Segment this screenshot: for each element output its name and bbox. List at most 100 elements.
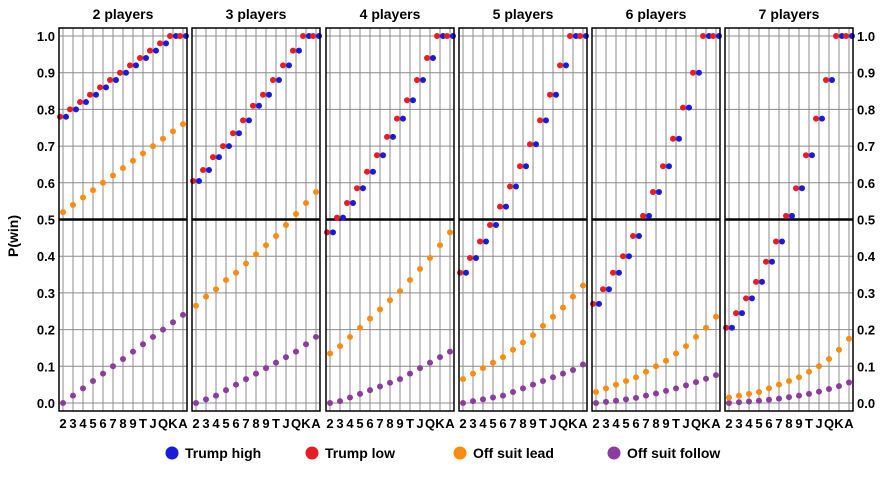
- point-off-suit-lead: [160, 135, 166, 142]
- point-off-suit-follow: [110, 363, 116, 370]
- x-tick-label: A: [445, 416, 455, 431]
- point-off-suit-lead: [387, 297, 393, 304]
- x-tick-label: 6: [499, 416, 506, 431]
- point-off-suit-follow: [263, 365, 269, 372]
- x-tick-label: T: [139, 416, 147, 431]
- point-off-suit-follow: [80, 385, 86, 392]
- point-trump-high: [799, 185, 805, 192]
- legend-marker: [607, 446, 621, 460]
- point-off-suit-lead: [806, 368, 812, 375]
- point-trump-low: [467, 255, 473, 262]
- point-trump-low: [324, 229, 330, 236]
- point-trump-high: [503, 203, 509, 210]
- point-trump-high: [819, 115, 825, 122]
- point-off-suit-follow: [233, 381, 239, 388]
- point-off-suit-lead: [593, 388, 599, 395]
- point-trump-low: [547, 91, 553, 98]
- x-tick-label: 7: [109, 416, 116, 431]
- point-trump-high: [350, 199, 356, 206]
- point-trump-high: [666, 163, 672, 170]
- x-tick-label: 5: [89, 416, 96, 431]
- panel-title: 6 players: [626, 6, 687, 22]
- panel-3: 4 players 2 3 4 5 6 7 8 9 T J Q K A: [324, 6, 456, 431]
- panel-border: [58, 27, 188, 412]
- point-trump-high: [473, 255, 479, 262]
- point-trump-low: [414, 77, 420, 84]
- y-tick-label-left: 0.1: [37, 359, 55, 374]
- point-off-suit-lead: [233, 269, 239, 276]
- point-trump-low: [527, 141, 533, 148]
- point-trump-low: [230, 130, 236, 137]
- x-tick-label: A: [844, 416, 854, 431]
- point-trump-high: [380, 152, 386, 159]
- point-off-suit-follow: [150, 333, 156, 340]
- x-tick-label: Q: [558, 416, 568, 431]
- point-off-suit-follow: [293, 348, 299, 355]
- point-off-suit-follow: [570, 366, 576, 373]
- point-trump-high: [286, 62, 292, 69]
- point-trump-low: [260, 91, 266, 98]
- point-off-suit-lead: [203, 293, 209, 300]
- point-trump-low: [630, 233, 636, 240]
- y-tick-label-left: 0.3: [37, 286, 55, 301]
- point-trump-high: [483, 238, 489, 245]
- panel-title: 7 players: [759, 6, 820, 22]
- point-off-suit-follow: [140, 341, 146, 348]
- legend-label: Off suit follow: [627, 445, 720, 461]
- point-off-suit-lead: [170, 128, 176, 135]
- point-trump-high: [543, 117, 549, 124]
- point-trump-low: [567, 33, 573, 39]
- point-trump-low: [710, 33, 716, 39]
- panel-border: [458, 27, 588, 412]
- point-trump-high: [246, 117, 252, 124]
- point-trump-low: [803, 152, 809, 159]
- point-off-suit-follow: [243, 376, 249, 383]
- point-off-suit-lead: [100, 179, 106, 186]
- x-tick-label: J: [149, 416, 156, 431]
- point-off-suit-lead: [796, 374, 802, 381]
- point-off-suit-lead: [377, 306, 383, 313]
- point-trump-low: [200, 166, 206, 173]
- point-off-suit-lead: [313, 188, 319, 195]
- point-trump-high: [616, 269, 622, 276]
- point-off-suit-follow: [603, 398, 609, 405]
- point-trump-low: [670, 135, 676, 142]
- legend-label: Trump low: [325, 445, 395, 461]
- x-tick-label: 9: [262, 416, 269, 431]
- point-off-suit-follow: [170, 319, 176, 326]
- point-trump-low: [833, 33, 839, 39]
- x-tick-label: 3: [735, 416, 742, 431]
- point-off-suit-follow: [593, 400, 599, 406]
- x-tick-label: J: [682, 416, 689, 431]
- panel-6: 7 players 2 3 4 5 6 7 8 9 T J Q K A: [723, 6, 855, 431]
- point-trump-high: [163, 40, 169, 47]
- x-tick-label: 9: [662, 416, 669, 431]
- x-tick-label: A: [711, 416, 721, 431]
- point-trump-low: [394, 115, 400, 122]
- point-trump-low: [733, 310, 739, 317]
- point-trump-high: [206, 166, 212, 173]
- x-tick-label: Q: [824, 416, 834, 431]
- x-tick-label: 5: [222, 416, 229, 431]
- point-off-suit-lead: [623, 377, 629, 384]
- x-tick-label: A: [178, 416, 188, 431]
- y-tick-label-right: 0.7: [857, 139, 875, 154]
- x-tick-label: 2: [592, 416, 599, 431]
- y-tick-label-left: 0.4: [37, 249, 56, 264]
- y-tick-label-right: 0.3: [857, 286, 875, 301]
- point-off-suit-follow: [447, 348, 453, 355]
- x-tick-label: 8: [252, 416, 259, 431]
- point-trump-high: [430, 55, 436, 62]
- y-tick-label-right: 1.0: [857, 29, 875, 44]
- point-off-suit-follow: [633, 394, 639, 401]
- x-tick-label: 7: [775, 416, 782, 431]
- y-tick-label-left: 0.6: [37, 176, 55, 191]
- point-trump-low: [590, 300, 596, 307]
- point-off-suit-lead: [540, 322, 546, 329]
- panel-2: 3 players 2 3 4 5 6 7 8 9 T J Q K A: [190, 6, 322, 431]
- point-off-suit-lead: [653, 363, 659, 370]
- panel-border: [191, 27, 321, 412]
- point-off-suit-follow: [460, 400, 466, 406]
- x-tick-label: 2: [192, 416, 199, 431]
- point-off-suit-follow: [530, 381, 536, 388]
